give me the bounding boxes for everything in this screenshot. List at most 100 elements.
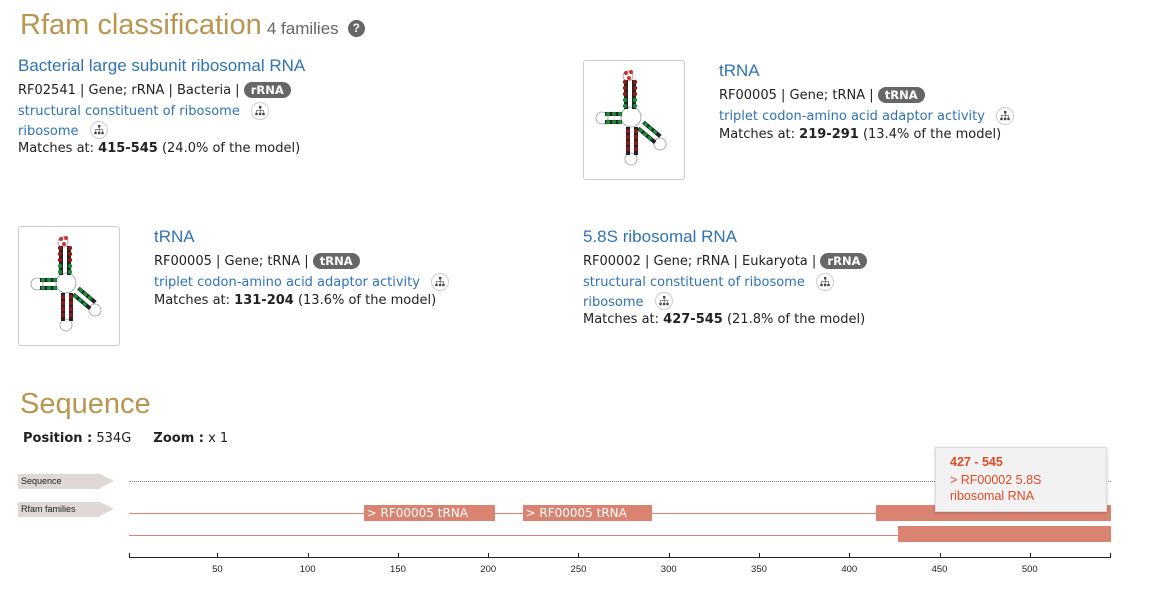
match-range: Matches at: 415-545 (24.0% of the model)	[18, 141, 305, 156]
family-meta: RF00005 | Gene; tRNA | tRNA	[154, 253, 449, 269]
secondary-structure-thumbnail[interactable]	[583, 60, 685, 180]
trna-structure-icon	[30, 236, 102, 332]
hierarchy-icon[interactable]	[89, 121, 108, 139]
matches-range-value: 219-291	[799, 126, 859, 142]
axis-tick-label: 100	[299, 564, 316, 575]
axis-tick-label: 400	[841, 564, 858, 575]
family-badge: tRNA	[312, 253, 360, 269]
axis-tick-label: 150	[390, 564, 406, 575]
family-card: tRNA RF00005 | Gene; tRNA | tRNA triplet…	[719, 61, 1015, 142]
hierarchy-icon[interactable]	[250, 101, 269, 120]
hierarchy-icon[interactable]	[815, 272, 834, 291]
track-label-families: Rfam families	[18, 502, 114, 517]
matches-percent: (13.6% of the model)	[297, 292, 437, 308]
axis-tick-label: 50	[212, 564, 223, 575]
matches-percent: (13.4% of the model)	[862, 126, 1002, 142]
hierarchy-icon[interactable]	[996, 106, 1015, 125]
axis-tick-label: 200	[480, 564, 497, 575]
sequence-heading: Sequence	[20, 388, 151, 420]
axis-tick	[1029, 553, 1031, 558]
go-term-link[interactable]: structural constituent of ribosome	[583, 275, 805, 290]
match-range: Matches at: 219-291 (13.4% of the model)	[719, 127, 1014, 142]
matches-percent: (21.8% of the model)	[726, 312, 866, 327]
axis-tick	[849, 553, 851, 558]
axis-tick	[758, 553, 760, 558]
feature-rf00005-trna[interactable]: > RF00005 tRNA	[363, 505, 496, 521]
family-card: 5.8S ribosomal RNA RF00002 | Gene; rRNA …	[583, 227, 868, 327]
go-term-row: triplet codon-amino acid adaptor activit…	[154, 271, 450, 291]
axis-tick	[578, 553, 580, 558]
matches-percent: (24.0% of the model)	[161, 141, 301, 156]
go-term-row: triplet codon-amino acid adaptor activit…	[719, 105, 1015, 125]
axis-end-tick	[1110, 553, 1111, 558]
feature-rf00002-5-8s[interactable]	[897, 526, 1111, 542]
axis-tick-label: 300	[660, 564, 677, 575]
matches-range-value: 131-204	[234, 292, 294, 308]
family-meta: RF00005 | Gene; tRNA | tRNA	[719, 87, 1014, 103]
track-label-text: Sequence	[18, 474, 100, 489]
family-meta: RF02541 | Gene; rRNA | Bacteria | rRNA	[18, 82, 305, 98]
go-term-row: structural constituent of ribosome	[583, 271, 867, 291]
family-accession: RF00005	[154, 254, 212, 269]
family-type: | Gene; tRNA |	[216, 254, 309, 269]
hierarchy-icon[interactable]	[431, 272, 450, 291]
family-name-link[interactable]: tRNA	[154, 227, 195, 246]
axis-tick	[939, 553, 941, 558]
axis-end-tick	[129, 553, 130, 558]
family-type: | Gene; rRNA | Eukaryota |	[645, 254, 817, 269]
axis-tick	[488, 553, 490, 558]
axis-line	[129, 557, 1111, 558]
axis-tick	[217, 553, 219, 558]
go-term-link[interactable]: ribosome	[18, 123, 79, 139]
family-track-line-2	[129, 535, 1111, 536]
family-badge: tRNA	[877, 87, 925, 103]
feature-rf00005-trna[interactable]: > RF00005 tRNA	[522, 505, 653, 521]
track-label-sequence: Sequence	[18, 474, 114, 489]
axis-tick	[668, 553, 670, 558]
family-card: tRNA RF00005 | Gene; tRNA | tRNA triplet…	[154, 227, 450, 308]
matches-label: Matches at:	[583, 312, 660, 327]
help-icon[interactable]: ?	[347, 20, 365, 37]
axis-tick	[307, 553, 309, 558]
family-badge: rRNA	[243, 82, 291, 98]
hierarchy-icon[interactable]	[654, 292, 673, 310]
tooltip-text: > RF00002 5.8S ribosomal RNA	[950, 473, 1042, 503]
family-accession: RF00005	[719, 88, 777, 103]
family-name-link[interactable]: tRNA	[719, 61, 760, 80]
track-label-arrow	[100, 502, 114, 516]
trna-structure-icon	[595, 70, 667, 166]
track-label-text: Rfam families	[18, 502, 100, 517]
go-term-row: ribosome	[18, 120, 305, 139]
go-term-link[interactable]: triplet codon-amino acid adaptor activit…	[154, 275, 420, 290]
axis-tick-label: 450	[931, 564, 948, 575]
family-count: 4 families	[266, 19, 339, 38]
family-accession: RF02541	[18, 83, 76, 98]
matches-label: Matches at:	[18, 141, 95, 156]
matches-range-value: 427-545	[663, 312, 723, 327]
zoom-label: Zoom :	[153, 431, 204, 446]
family-name-link[interactable]: 5.8S ribosomal RNA	[583, 227, 738, 246]
match-range: Matches at: 427-545 (21.8% of the model)	[583, 312, 867, 327]
zoom-value: x 1	[208, 431, 229, 446]
go-term-link[interactable]: structural constituent of ribosome	[18, 104, 240, 119]
track-label-arrow	[100, 474, 114, 488]
axis-tick-label: 500	[1021, 564, 1038, 575]
axis-tick-label: 250	[570, 564, 587, 575]
matches-label: Matches at:	[719, 126, 796, 142]
position-label: Position :	[23, 431, 93, 446]
family-type: | Gene; rRNA | Bacteria |	[80, 83, 240, 98]
axis-tick-label: 350	[751, 564, 767, 575]
sequence-track-line	[129, 481, 1111, 482]
go-term-row: ribosome	[583, 291, 867, 310]
position-value: 534G	[96, 431, 132, 446]
family-name-link[interactable]: Bacterial large subunit ribosomal RNA	[18, 56, 306, 75]
go-term-row: structural constituent of ribosome	[18, 100, 305, 120]
secondary-structure-thumbnail[interactable]	[18, 226, 120, 346]
go-term-link[interactable]: triplet codon-amino acid adaptor activit…	[719, 109, 985, 124]
family-type: | Gene; tRNA |	[781, 88, 874, 103]
match-range: Matches at: 131-204 (13.6% of the model)	[154, 293, 449, 308]
classification-heading: Rfam classification	[20, 9, 262, 41]
go-term-link[interactable]: ribosome	[583, 294, 644, 310]
axis-tick	[397, 553, 399, 558]
classification-header: Rfam classification 4 families ?	[20, 9, 365, 42]
